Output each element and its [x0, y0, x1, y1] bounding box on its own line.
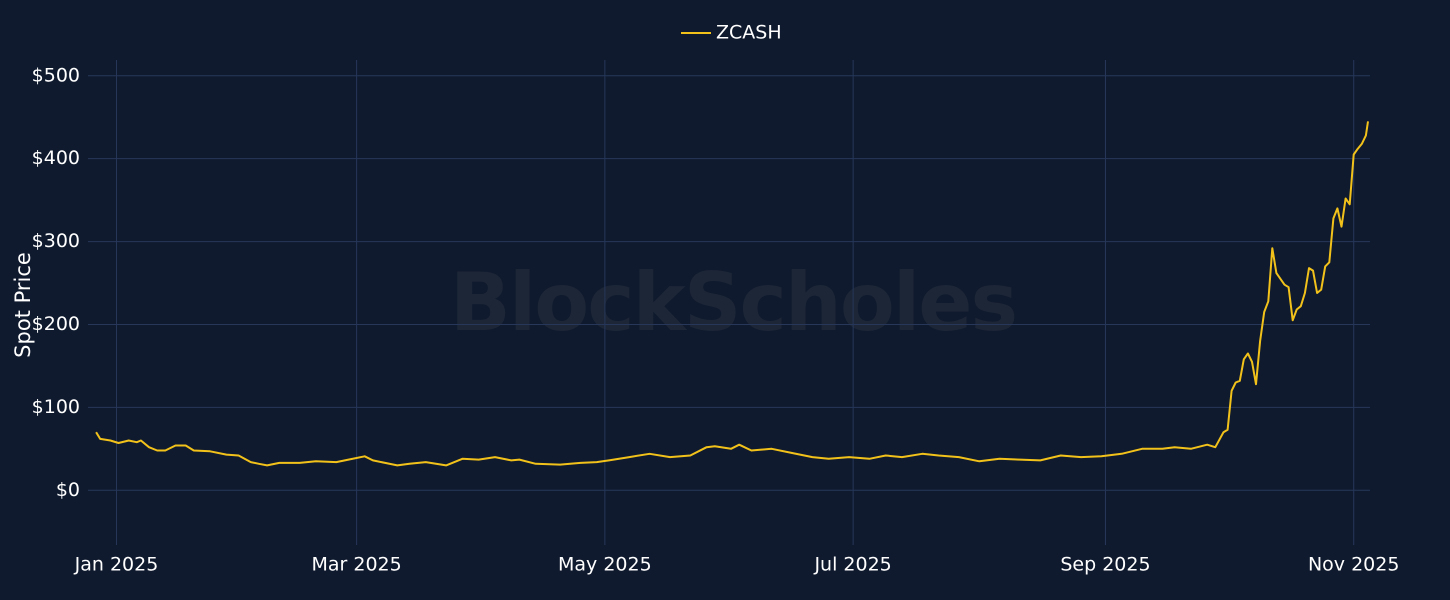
x-tick-label: May 2025 [558, 554, 652, 576]
y-tick-label: $500 [32, 64, 80, 86]
x-tick-label: Nov 2025 [1308, 554, 1399, 576]
y-tick-label: $300 [32, 230, 80, 252]
watermark: BlockScholes [450, 256, 1016, 349]
x-tick-label: Jan 2025 [74, 554, 159, 576]
x-tick-label: Jul 2025 [813, 554, 891, 576]
y-tick-label: $400 [32, 147, 80, 169]
legend-label: ZCASH [716, 22, 782, 44]
y-tick-label: $200 [32, 313, 80, 335]
price-line [95, 121, 1369, 467]
x-tick-label: Sep 2025 [1060, 554, 1150, 576]
y-tick-label: $100 [32, 396, 80, 418]
y-axis-label: Spot Price [11, 252, 35, 358]
y-tick-label: $0 [56, 479, 80, 501]
x-tick-label: Mar 2025 [311, 554, 401, 576]
